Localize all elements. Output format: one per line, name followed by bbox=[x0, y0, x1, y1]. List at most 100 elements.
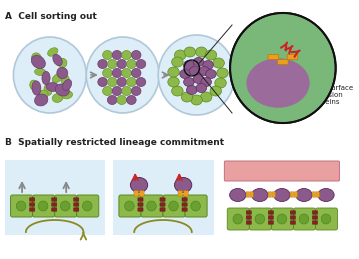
Ellipse shape bbox=[32, 53, 41, 63]
Circle shape bbox=[233, 214, 243, 224]
FancyBboxPatch shape bbox=[224, 161, 339, 181]
Ellipse shape bbox=[130, 177, 148, 192]
FancyBboxPatch shape bbox=[290, 216, 295, 219]
Ellipse shape bbox=[172, 57, 183, 67]
FancyBboxPatch shape bbox=[272, 192, 275, 197]
Ellipse shape bbox=[215, 78, 226, 88]
FancyBboxPatch shape bbox=[140, 191, 144, 196]
Ellipse shape bbox=[52, 73, 63, 83]
FancyBboxPatch shape bbox=[163, 195, 185, 217]
Circle shape bbox=[38, 201, 48, 211]
Circle shape bbox=[169, 201, 178, 211]
FancyBboxPatch shape bbox=[141, 195, 163, 217]
Ellipse shape bbox=[217, 68, 228, 78]
FancyBboxPatch shape bbox=[294, 192, 298, 197]
Ellipse shape bbox=[122, 68, 131, 77]
FancyBboxPatch shape bbox=[246, 192, 250, 197]
FancyBboxPatch shape bbox=[52, 203, 57, 206]
Ellipse shape bbox=[131, 51, 141, 60]
Ellipse shape bbox=[107, 96, 117, 104]
FancyBboxPatch shape bbox=[184, 191, 188, 196]
Ellipse shape bbox=[186, 85, 197, 95]
Ellipse shape bbox=[32, 81, 41, 95]
Ellipse shape bbox=[180, 69, 190, 78]
Ellipse shape bbox=[98, 77, 107, 87]
Ellipse shape bbox=[103, 68, 112, 77]
Ellipse shape bbox=[196, 83, 207, 92]
FancyBboxPatch shape bbox=[268, 192, 271, 197]
Circle shape bbox=[83, 201, 92, 211]
Ellipse shape bbox=[48, 48, 58, 56]
FancyBboxPatch shape bbox=[160, 203, 165, 206]
Ellipse shape bbox=[136, 60, 146, 68]
FancyBboxPatch shape bbox=[290, 192, 294, 197]
FancyBboxPatch shape bbox=[312, 192, 316, 197]
Ellipse shape bbox=[168, 67, 179, 77]
Ellipse shape bbox=[127, 77, 136, 87]
FancyBboxPatch shape bbox=[316, 208, 337, 230]
Ellipse shape bbox=[206, 69, 216, 78]
Ellipse shape bbox=[184, 47, 196, 57]
Ellipse shape bbox=[318, 189, 334, 202]
Ellipse shape bbox=[107, 77, 117, 87]
FancyBboxPatch shape bbox=[227, 208, 249, 230]
Ellipse shape bbox=[246, 58, 310, 108]
Ellipse shape bbox=[205, 50, 217, 60]
Ellipse shape bbox=[252, 189, 268, 202]
Circle shape bbox=[86, 37, 159, 113]
Ellipse shape bbox=[189, 67, 200, 76]
FancyBboxPatch shape bbox=[293, 208, 316, 230]
Ellipse shape bbox=[131, 68, 141, 77]
FancyBboxPatch shape bbox=[312, 211, 318, 214]
Ellipse shape bbox=[34, 94, 48, 106]
Ellipse shape bbox=[112, 87, 122, 96]
Circle shape bbox=[255, 214, 265, 224]
Circle shape bbox=[191, 201, 200, 211]
Ellipse shape bbox=[30, 80, 37, 90]
FancyBboxPatch shape bbox=[268, 221, 274, 224]
Ellipse shape bbox=[103, 87, 112, 96]
FancyBboxPatch shape bbox=[312, 221, 318, 224]
Ellipse shape bbox=[117, 77, 127, 87]
FancyBboxPatch shape bbox=[312, 216, 318, 219]
Ellipse shape bbox=[203, 61, 213, 69]
FancyBboxPatch shape bbox=[134, 191, 138, 196]
FancyBboxPatch shape bbox=[250, 192, 253, 197]
Ellipse shape bbox=[213, 58, 224, 68]
Ellipse shape bbox=[196, 47, 207, 57]
Ellipse shape bbox=[42, 71, 50, 85]
FancyBboxPatch shape bbox=[178, 191, 182, 196]
FancyBboxPatch shape bbox=[246, 211, 251, 214]
Ellipse shape bbox=[230, 189, 246, 202]
Ellipse shape bbox=[62, 91, 73, 99]
FancyBboxPatch shape bbox=[74, 208, 79, 211]
Ellipse shape bbox=[62, 80, 71, 91]
Circle shape bbox=[16, 201, 26, 211]
FancyBboxPatch shape bbox=[138, 203, 143, 206]
Text: A  Cell sorting out: A Cell sorting out bbox=[5, 12, 97, 21]
FancyBboxPatch shape bbox=[185, 195, 207, 217]
Ellipse shape bbox=[98, 60, 107, 68]
Ellipse shape bbox=[46, 83, 59, 91]
FancyBboxPatch shape bbox=[268, 211, 274, 214]
Circle shape bbox=[147, 201, 156, 211]
Ellipse shape bbox=[191, 95, 202, 105]
FancyBboxPatch shape bbox=[268, 216, 274, 219]
FancyBboxPatch shape bbox=[160, 208, 165, 211]
Circle shape bbox=[230, 13, 336, 123]
Circle shape bbox=[321, 214, 331, 224]
Ellipse shape bbox=[117, 60, 127, 68]
FancyBboxPatch shape bbox=[29, 203, 35, 206]
Ellipse shape bbox=[181, 92, 193, 102]
Ellipse shape bbox=[199, 67, 210, 76]
FancyBboxPatch shape bbox=[29, 208, 35, 211]
Ellipse shape bbox=[131, 87, 141, 96]
Ellipse shape bbox=[103, 51, 112, 60]
Ellipse shape bbox=[117, 96, 127, 104]
Ellipse shape bbox=[53, 54, 62, 66]
Text: B  Spatially restricted lineage commitment: B Spatially restricted lineage commitmen… bbox=[5, 138, 224, 147]
Ellipse shape bbox=[55, 84, 69, 96]
Ellipse shape bbox=[38, 90, 48, 100]
FancyBboxPatch shape bbox=[290, 211, 295, 214]
Ellipse shape bbox=[274, 189, 290, 202]
